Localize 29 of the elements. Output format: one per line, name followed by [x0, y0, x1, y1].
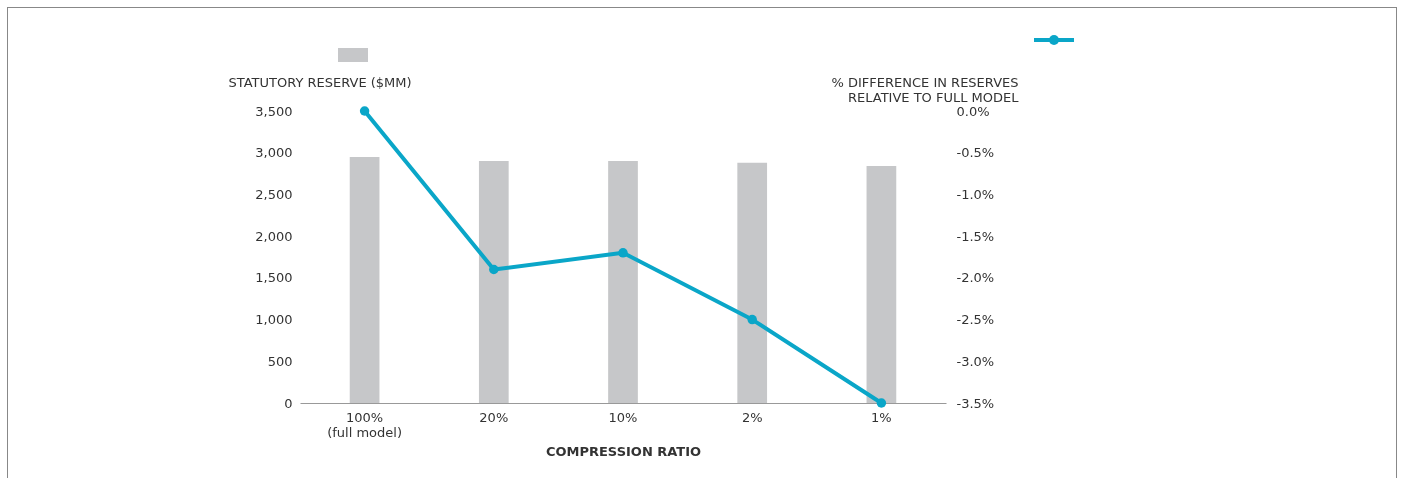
y2-tick-label: -2.5%	[956, 312, 995, 328]
y2-tick-label: -1.0%	[956, 186, 995, 202]
y2-tick-label: -3.5%	[956, 395, 995, 411]
x-tick-label: 1%	[871, 409, 892, 425]
point	[747, 314, 757, 325]
point	[876, 398, 887, 408]
y-axis-title: STATUTORY RESERVE ($MM)	[228, 74, 412, 90]
y-tick-label: 2,500	[255, 186, 293, 202]
y-tick-label: 3,500	[255, 103, 293, 119]
point	[489, 264, 499, 275]
y2-tick-label: 0.0%	[956, 103, 990, 119]
y2-tick-label: -3.0%	[956, 353, 995, 369]
y2-tick-label: -0.5%	[956, 145, 995, 161]
y-tick-label: 500	[267, 353, 293, 369]
y2-axis-title: % DIFFERENCE IN RESERVES RELATIVE TO FULL MODEL	[831, 74, 1020, 105]
y-tick-label: 0	[284, 395, 293, 411]
y-tick-label: 2,000	[255, 228, 293, 244]
y-tick-label: 1,000	[255, 312, 293, 328]
point	[618, 248, 628, 258]
x-axis-title: COMPRESSION RATIO	[545, 443, 702, 459]
y-tick-label: 1,500	[255, 270, 293, 286]
point	[359, 106, 370, 116]
y-tick-label: 3,000	[255, 145, 293, 161]
y2-tick-label: -2.0%	[956, 270, 995, 286]
x-tick-label: 10%	[608, 409, 638, 425]
y2-tick-label: -1.5%	[956, 228, 995, 244]
x-tick-label: 20%	[479, 409, 509, 425]
x-tick-label: 2%	[741, 409, 763, 425]
x-tick-label: 100% (full model)	[327, 409, 402, 440]
